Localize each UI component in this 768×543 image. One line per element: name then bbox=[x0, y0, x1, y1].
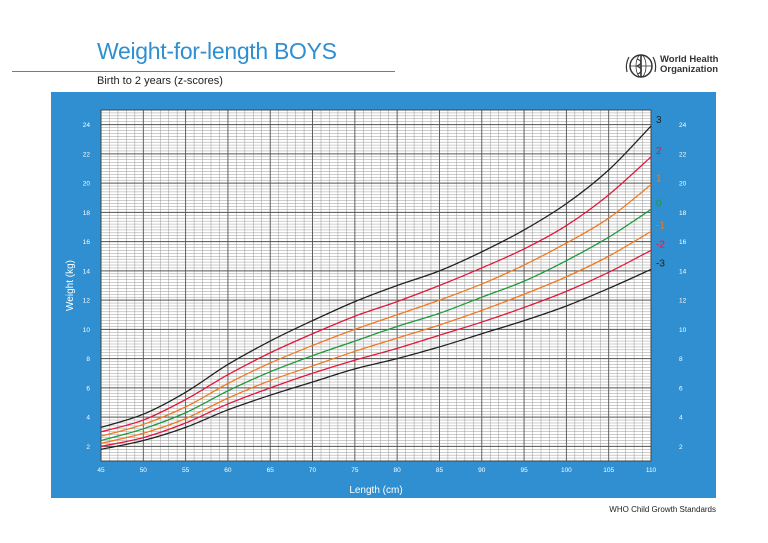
y-tick-label-left-6: 6 bbox=[86, 385, 90, 392]
x-tick-label-75: 75 bbox=[351, 467, 359, 474]
x-axis-title: Length (cm) bbox=[349, 485, 402, 496]
y-tick-label-left-20: 20 bbox=[83, 181, 91, 188]
y-tick-label-left-14: 14 bbox=[83, 268, 91, 275]
series-label-z-3: -3 bbox=[656, 258, 665, 269]
y-tick-label-right-16: 16 bbox=[679, 239, 687, 246]
series-line-z3 bbox=[100, 125, 652, 428]
x-tick-label-100: 100 bbox=[561, 467, 572, 474]
y-tick-label-right-2: 2 bbox=[679, 444, 683, 451]
series-label-z1: 1 bbox=[656, 174, 662, 185]
series-line-z-3 bbox=[100, 268, 652, 450]
y-tick-label-right-18: 18 bbox=[679, 210, 687, 217]
y-axis-title: Weight (kg) bbox=[65, 260, 76, 311]
x-tick-label-90: 90 bbox=[478, 467, 486, 474]
plot-border bbox=[100, 109, 652, 462]
title-divider bbox=[12, 71, 395, 72]
x-tick-label-70: 70 bbox=[309, 467, 317, 474]
x-tick-label-55: 55 bbox=[182, 467, 190, 474]
y-tick-label-left-22: 22 bbox=[83, 151, 91, 158]
y-tick-label-left-24: 24 bbox=[83, 122, 91, 129]
y-tick-label-left-16: 16 bbox=[83, 239, 91, 246]
y-tick-label-right-24: 24 bbox=[679, 122, 687, 129]
y-tick-label-right-22: 22 bbox=[679, 151, 687, 158]
y-tick-label-right-12: 12 bbox=[679, 298, 687, 305]
x-tick-label-95: 95 bbox=[520, 467, 528, 474]
y-tick-label-right-10: 10 bbox=[679, 327, 687, 334]
x-tick-label-105: 105 bbox=[603, 467, 614, 474]
y-tick-label-left-10: 10 bbox=[83, 327, 91, 334]
x-tick-label-45: 45 bbox=[97, 467, 105, 474]
series-line-z0 bbox=[100, 208, 652, 442]
y-tick-label-left-8: 8 bbox=[86, 356, 90, 363]
footer-note: WHO Child Growth Standards bbox=[609, 505, 716, 514]
series-line-z-2 bbox=[100, 249, 652, 448]
series-label-z-1: -1 bbox=[656, 220, 665, 231]
series-line-z-1 bbox=[100, 230, 652, 445]
series-label-z-2: -2 bbox=[656, 239, 665, 250]
series-label-z2: 2 bbox=[656, 146, 662, 157]
organization-name-line2: Organization bbox=[660, 64, 719, 75]
x-tick-label-85: 85 bbox=[436, 467, 444, 474]
series-label-z0: 0 bbox=[656, 198, 662, 209]
x-tick-label-60: 60 bbox=[224, 467, 232, 474]
y-tick-label-right-14: 14 bbox=[679, 268, 687, 275]
y-tick-label-left-2: 2 bbox=[86, 444, 90, 451]
series-line-z2 bbox=[100, 156, 652, 433]
series-line-z1 bbox=[100, 184, 652, 437]
x-tick-label-65: 65 bbox=[267, 467, 275, 474]
series-label-z3: 3 bbox=[656, 115, 662, 126]
y-tick-label-right-8: 8 bbox=[679, 356, 683, 363]
organization-name: World Health Organization bbox=[660, 55, 718, 75]
y-tick-label-right-4: 4 bbox=[679, 415, 683, 422]
x-tick-label-110: 110 bbox=[646, 467, 657, 474]
y-tick-label-left-4: 4 bbox=[86, 415, 90, 422]
page-subtitle: Birth to 2 years (z-scores) bbox=[97, 75, 223, 87]
y-tick-label-left-12: 12 bbox=[83, 298, 91, 305]
page-title: Weight-for-length BOYS bbox=[97, 38, 337, 64]
y-tick-label-left-18: 18 bbox=[83, 210, 91, 217]
y-tick-label-right-6: 6 bbox=[679, 385, 683, 392]
who-emblem-icon bbox=[625, 54, 657, 78]
x-tick-label-50: 50 bbox=[140, 467, 148, 474]
y-tick-label-right-20: 20 bbox=[679, 181, 687, 188]
organization-name-line1: World Health bbox=[660, 54, 719, 65]
x-tick-label-80: 80 bbox=[394, 467, 402, 474]
